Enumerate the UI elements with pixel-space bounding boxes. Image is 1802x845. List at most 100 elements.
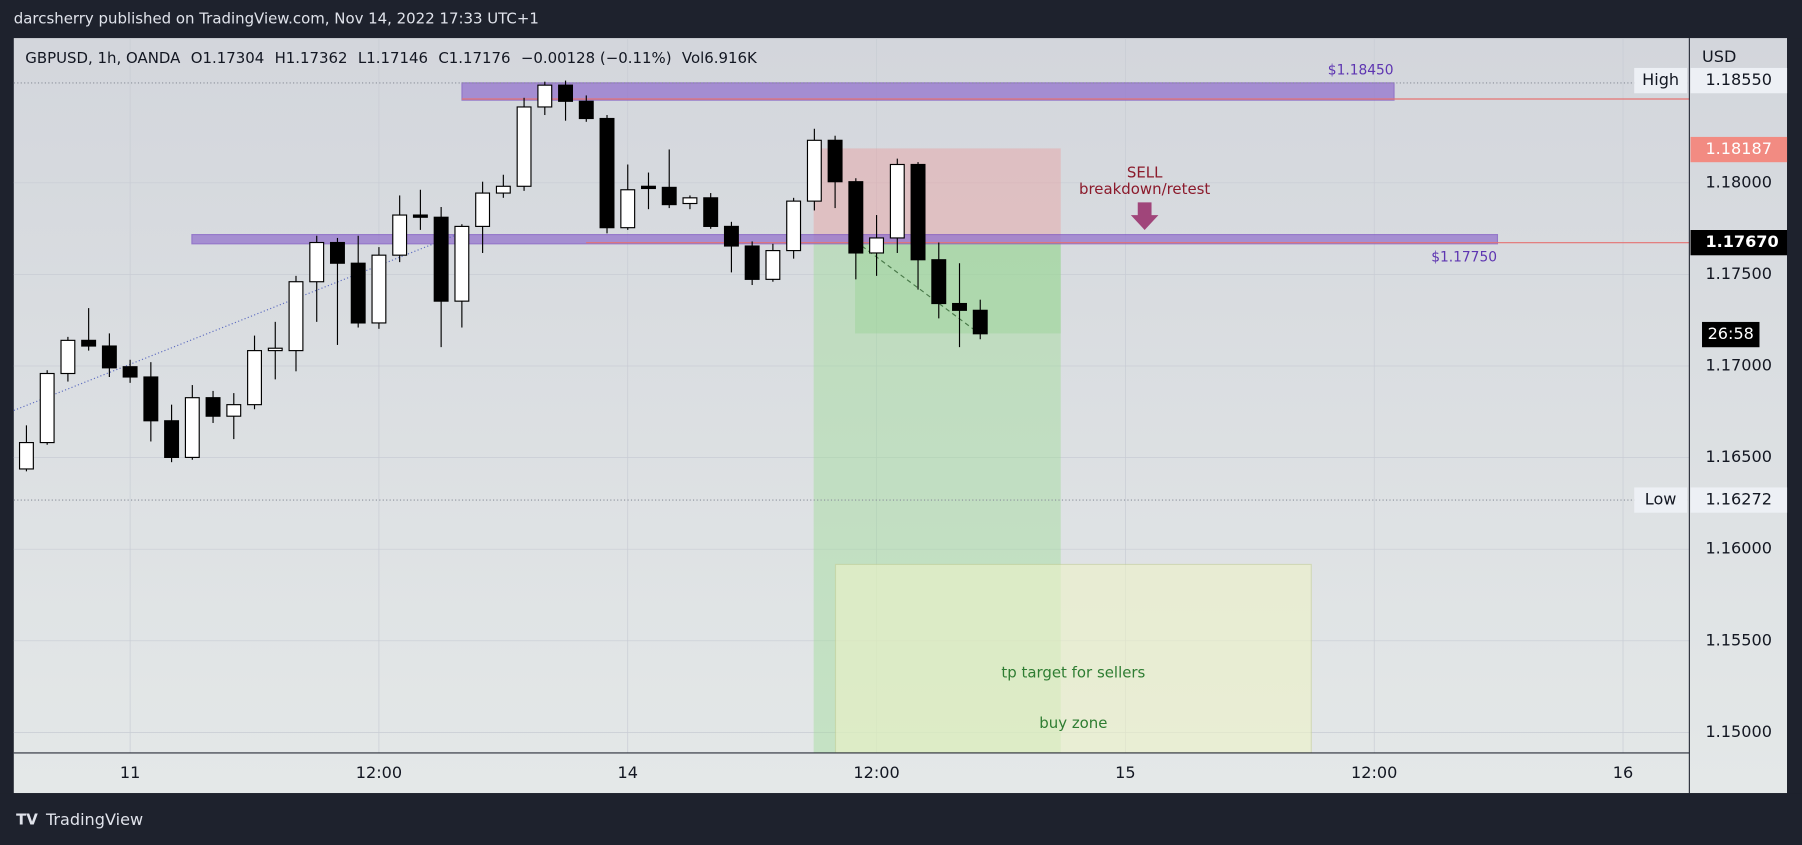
sell-note: breakdown/retest <box>1079 180 1210 198</box>
y-tick-label: 1.16000 <box>1705 539 1772 558</box>
candle-body <box>475 192 491 227</box>
x-tick-label: 12:00 <box>1351 763 1397 782</box>
candle-body <box>164 420 180 458</box>
candle-body <box>827 139 843 183</box>
candle-body <box>247 350 262 406</box>
alert-value: 1.18187 <box>1705 139 1772 158</box>
countdown: 26:58 <box>1708 324 1754 343</box>
legend-item: O1.17304 <box>191 49 265 67</box>
candle-body <box>578 100 594 120</box>
tag-box <box>1634 67 1688 94</box>
candle-body <box>184 397 200 458</box>
legend-item: C1.17176 <box>438 49 510 67</box>
candle-body <box>39 372 55 444</box>
legend-item: GBPUSD, 1h, OANDA <box>25 49 181 67</box>
alert-box <box>1690 136 1788 163</box>
x-tick-label: 16 <box>1613 763 1633 782</box>
brand: TradingView <box>45 810 143 829</box>
candle-body <box>226 404 242 417</box>
candle-body <box>806 139 822 202</box>
x-tick-label: 14 <box>618 763 638 782</box>
candle-body <box>205 397 221 417</box>
candle-body <box>454 225 470 302</box>
high-tag: High <box>1642 70 1679 89</box>
legend-item: H1.17362 <box>275 49 348 67</box>
publisher: darcsherry published on TradingView.com,… <box>14 10 539 28</box>
candle-body <box>329 241 345 264</box>
candle-body <box>101 345 117 369</box>
footer <box>0 793 1802 845</box>
high-value: 1.18550 <box>1705 70 1772 89</box>
brand-logo: TV <box>16 811 38 829</box>
frame-right <box>1787 38 1802 794</box>
tp-label: tp target for sellers <box>1001 664 1145 682</box>
tag-box <box>1634 487 1688 513</box>
candle-body <box>433 216 449 302</box>
low-tag: Low <box>1645 490 1677 509</box>
line-box <box>1690 230 1788 256</box>
candle-body <box>599 117 615 229</box>
legend-item: L1.17146 <box>358 49 428 67</box>
candle-body <box>81 339 97 347</box>
candle-body <box>848 181 864 254</box>
candle-body <box>972 309 988 335</box>
support-zone <box>191 234 1499 245</box>
y-tick-label: 1.15500 <box>1705 630 1772 649</box>
candle-body <box>350 262 366 324</box>
candle-body <box>143 376 159 422</box>
currency: USD <box>1702 47 1736 66</box>
candle-body <box>620 189 636 229</box>
candle-body <box>371 254 387 324</box>
x-tick-label: 11 <box>120 763 140 782</box>
candle-body <box>765 250 781 280</box>
buy-zone <box>834 563 1312 754</box>
buy-label: buy zone <box>1039 714 1107 732</box>
y-tick-label: 1.18000 <box>1705 172 1772 191</box>
y-tick-label: 1.15000 <box>1705 722 1772 741</box>
sell-label: SELL <box>1127 164 1163 182</box>
candle-body <box>18 441 34 470</box>
candle-body <box>60 339 76 375</box>
candle-body <box>869 237 885 254</box>
candle-body <box>786 200 802 252</box>
low-value: 1.16272 <box>1705 490 1772 509</box>
candle-body <box>516 106 532 187</box>
tag-box <box>1690 487 1788 513</box>
candle-body <box>723 225 739 247</box>
candle-body <box>682 197 698 205</box>
candle-body <box>703 197 719 227</box>
legend-item: −0.00128 (−0.11%) <box>521 49 672 67</box>
y-tick-label: 1.17000 <box>1705 355 1772 374</box>
candle-body <box>744 245 760 280</box>
candle-body <box>267 347 283 352</box>
line-value: 1.17670 <box>1705 232 1778 251</box>
y-tick-label: 1.17500 <box>1705 264 1772 283</box>
candle-body <box>495 185 511 194</box>
candle-body <box>412 214 428 218</box>
candle-body <box>931 259 947 305</box>
y-tick-label: 1.16500 <box>1705 447 1772 466</box>
profit-zone <box>855 242 1061 334</box>
candle-body <box>309 241 325 283</box>
candle-body <box>910 163 926 261</box>
tag-box <box>1690 67 1788 94</box>
legend-item: Vol6.916K <box>682 49 758 67</box>
trend-line <box>13 232 460 411</box>
x-tick-label: 15 <box>1115 763 1135 782</box>
candle-body <box>288 281 304 352</box>
countdown-box <box>1702 321 1760 348</box>
x-tick-label: 12:00 <box>853 763 899 782</box>
zone-label: $1.18450 <box>1328 62 1394 78</box>
resistance-zone <box>461 82 1395 101</box>
candle-body <box>122 366 138 378</box>
candle-body <box>661 186 677 206</box>
candle-body <box>558 84 574 102</box>
candle-body <box>537 84 553 108</box>
zone-label: $1.17750 <box>1431 250 1497 266</box>
candle-body <box>392 214 408 256</box>
x-tick-label: 12:00 <box>356 763 402 782</box>
candle-body <box>641 185 656 190</box>
candle-body <box>889 163 905 239</box>
